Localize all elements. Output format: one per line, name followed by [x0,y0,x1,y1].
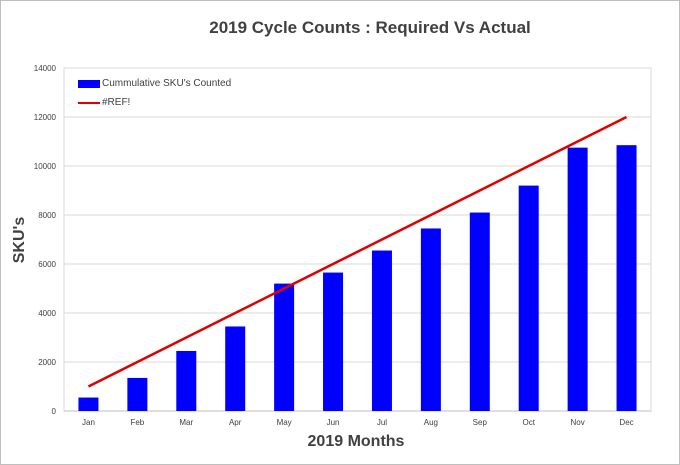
y-tick-label: 2000 [38,358,56,367]
x-tick-label: Mar [179,418,193,427]
x-tick-label: Dec [619,418,633,427]
bar-oct [518,185,539,411]
x-tick-label: Jun [327,418,340,427]
legend: Cummulative SKU's Counted #REF! [78,74,231,112]
legend-line-swatch [78,101,100,104]
y-tick-label: 6000 [38,260,56,269]
x-tick-label: Feb [130,418,144,427]
x-axis-title: 2019 Months [307,433,405,450]
x-tick-label: Apr [229,418,242,427]
x-tick-label: Aug [424,418,438,427]
bar-jan [78,397,99,411]
series-line-ref [87,115,628,388]
y-axis-title: SKU's [11,216,28,264]
x-tick-label: Jul [377,418,387,427]
legend-entry-line: #REF! [78,93,231,112]
bar-jun [323,272,344,411]
x-tick-label: Jan [82,418,95,427]
y-tick-label: 12000 [34,113,57,122]
y-tick-label: 14000 [34,64,57,73]
bar-dec [616,145,637,412]
bar-nov [567,147,588,411]
legend-entry-bars: Cummulative SKU's Counted [78,74,231,93]
bar-aug [420,228,441,411]
bar-mar [176,350,197,411]
x-tick-label: May [277,418,292,427]
legend-bar-swatch [78,79,100,88]
y-tick-label: 4000 [38,309,56,318]
x-tick-label: Nov [571,418,585,427]
x-tick-label: Oct [522,418,535,427]
legend-label-bars: Cummulative SKU's Counted [102,78,232,89]
bar-jul [371,250,392,411]
legend-label-line: #REF! [102,97,131,108]
x-tick-label: Sep [473,418,488,427]
plot-area [63,67,652,412]
bar-feb [127,377,148,411]
bar-apr [225,326,246,411]
chart-title: 2019 Cycle Counts : Required Vs Actual [209,18,531,37]
y-tick-label: 10000 [34,162,57,171]
bar-sep [469,212,490,411]
y-tick-label: 8000 [38,211,56,220]
bar-may [274,283,295,411]
y-tick-label: 0 [52,407,57,416]
